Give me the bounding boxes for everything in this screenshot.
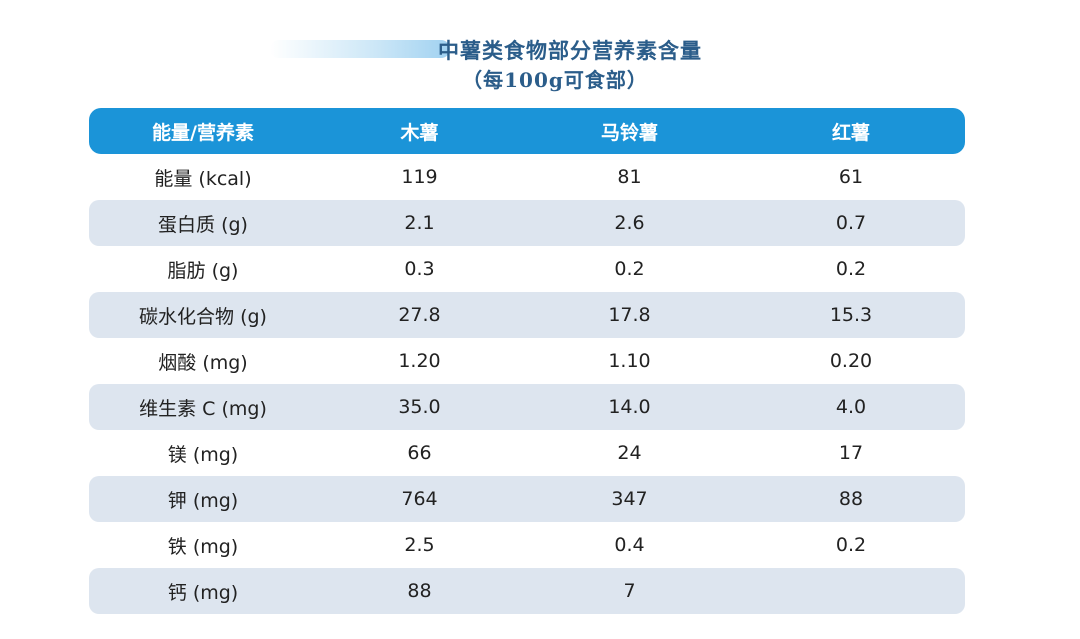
potato-value: 7: [623, 580, 636, 602]
header-cell-nutrient: 能量/营养素: [152, 121, 254, 144]
cassava-value: 0.3: [404, 258, 435, 280]
cassava-value: 2.5: [404, 534, 435, 556]
potato-value: 14.0: [608, 396, 651, 418]
header-cell-sweet-potato: 红薯: [831, 121, 870, 144]
row-label: 钾 (mg): [167, 489, 239, 512]
potato-value: 81: [617, 166, 642, 188]
cassava-value: 27.8: [398, 304, 441, 326]
table-row: 脂肪 (g) 0.3 0.2 0.2: [89, 246, 965, 292]
cassava-value: 88: [407, 580, 432, 602]
sweet-potato-value: 0.7: [835, 212, 867, 234]
cassava-value: 35.0: [398, 396, 441, 418]
cassava-value: 119: [401, 166, 438, 188]
page-title: 中薯类食物部分营养素含量: [438, 38, 702, 63]
potato-value: 0.4: [614, 534, 645, 556]
sweet-potato-value: 88: [838, 488, 864, 510]
potato-value: 24: [617, 442, 642, 464]
row-label: 脂肪 (g): [167, 259, 239, 282]
row-label: 钙 (mg): [167, 581, 239, 604]
cassava-value: 66: [407, 442, 432, 464]
potato-value: 347: [611, 488, 648, 510]
row-label: 铁 (mg): [167, 535, 239, 558]
row-label: 碳水化合物 (g): [139, 305, 267, 328]
cassava-value: 1.20: [398, 350, 441, 372]
sweet-potato-value: 0.2: [835, 258, 867, 280]
title-decoration: [270, 40, 450, 58]
sweet-potato-value: 61: [838, 166, 864, 188]
potato-value: 17.8: [608, 304, 651, 326]
cassava-value: 764: [401, 488, 438, 510]
sweet-potato-value: 0.2: [835, 534, 867, 556]
table-row: 烟酸 (mg) 1.20 1.10 0.20: [89, 338, 965, 384]
table-row: 钾 (mg) 764 347 88: [89, 476, 965, 522]
row-label: 维生素 C (mg): [139, 397, 267, 420]
table-row: 镁 (mg) 66 24 17: [89, 430, 965, 476]
table-header-row: 能量/营养素 木薯 马铃薯 红薯: [89, 108, 965, 154]
row-label: 能量 (kcal): [154, 167, 252, 190]
potato-value: 0.2: [614, 258, 645, 280]
header-cell-potato: 马铃薯: [600, 121, 658, 144]
cassava-value: 2.1: [404, 212, 435, 234]
nutrient-table: 能量/营养素 木薯 马铃薯 红薯 能量 (kcal) 119 81 61 蛋白质…: [89, 108, 965, 614]
row-label: 蛋白质 (g): [158, 213, 248, 236]
header-cell-cassava: 木薯: [400, 121, 439, 144]
table-row: 维生素 C (mg) 35.0 14.0 4.0: [89, 384, 965, 430]
sweet-potato-value: 0.20: [829, 350, 873, 372]
sweet-potato-value: 17: [838, 442, 864, 464]
table-row: 蛋白质 (g) 2.1 2.6 0.7: [89, 200, 965, 246]
page-subtitle: （每100g可食部）: [462, 68, 648, 92]
table-row: 碳水化合物 (g) 27.8 17.8 15.3: [89, 292, 965, 338]
table-row: 钙 (mg) 88 7: [89, 568, 965, 614]
sweet-potato-value: 15.3: [829, 304, 873, 326]
potato-value: 1.10: [608, 350, 651, 372]
row-label: 镁 (mg): [167, 443, 239, 466]
row-label: 烟酸 (mg): [158, 351, 248, 374]
table-row: 能量 (kcal) 119 81 61: [89, 154, 965, 200]
sweet-potato-value: 4.0: [835, 396, 867, 418]
table-row: 铁 (mg) 2.5 0.4 0.2: [89, 522, 965, 568]
potato-value: 2.6: [614, 212, 645, 234]
